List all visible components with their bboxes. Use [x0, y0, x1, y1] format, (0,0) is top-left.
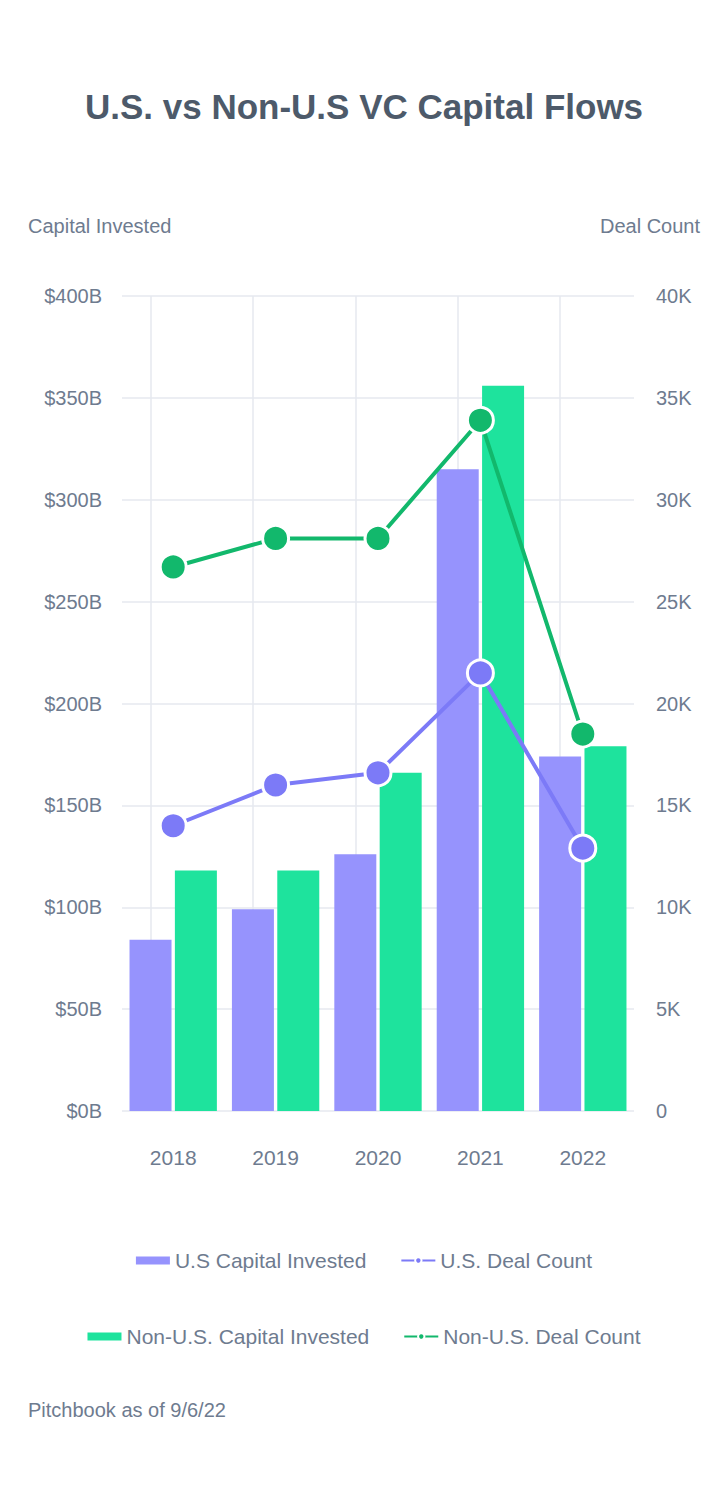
svg-text:Non-U.S. Deal Count: Non-U.S. Deal Count: [443, 1325, 640, 1348]
svg-text:40K: 40K: [656, 285, 692, 307]
svg-text:Capital Invested: Capital Invested: [28, 215, 171, 237]
svg-text:15K: 15K: [656, 794, 692, 816]
svg-text:$250B: $250B: [44, 591, 102, 613]
svg-text:$100B: $100B: [44, 896, 102, 918]
svg-text:Deal Count: Deal Count: [600, 215, 701, 237]
svg-text:2021: 2021: [457, 1146, 504, 1169]
svg-text:5K: 5K: [656, 998, 681, 1020]
svg-text:$400B: $400B: [44, 285, 102, 307]
svg-text:10K: 10K: [656, 896, 692, 918]
svg-text:U.S Capital Invested: U.S Capital Invested: [175, 1249, 366, 1272]
svg-text:Pitchbook as of 9/6/22: Pitchbook as of 9/6/22: [28, 1399, 226, 1421]
svg-text:25K: 25K: [656, 591, 692, 613]
svg-text:$300B: $300B: [44, 489, 102, 511]
svg-text:0: 0: [656, 1100, 667, 1122]
svg-text:2022: 2022: [559, 1146, 606, 1169]
svg-text:2019: 2019: [252, 1146, 299, 1169]
svg-text:$0B: $0B: [66, 1100, 102, 1122]
svg-text:30K: 30K: [656, 489, 692, 511]
svg-text:20K: 20K: [656, 693, 692, 715]
svg-text:Non-U.S. Capital Invested: Non-U.S. Capital Invested: [126, 1325, 369, 1348]
svg-text:$150B: $150B: [44, 794, 102, 816]
svg-text:U.S. vs Non-U.S VC Capital Flo: U.S. vs Non-U.S VC Capital Flows: [85, 87, 643, 126]
svg-text:U.S. Deal Count: U.S. Deal Count: [440, 1249, 592, 1272]
svg-text:2018: 2018: [150, 1146, 197, 1169]
svg-text:2020: 2020: [355, 1146, 402, 1169]
svg-text:$50B: $50B: [55, 998, 102, 1020]
svg-text:$200B: $200B: [44, 693, 102, 715]
svg-text:$350B: $350B: [44, 387, 102, 409]
svg-text:35K: 35K: [656, 387, 692, 409]
